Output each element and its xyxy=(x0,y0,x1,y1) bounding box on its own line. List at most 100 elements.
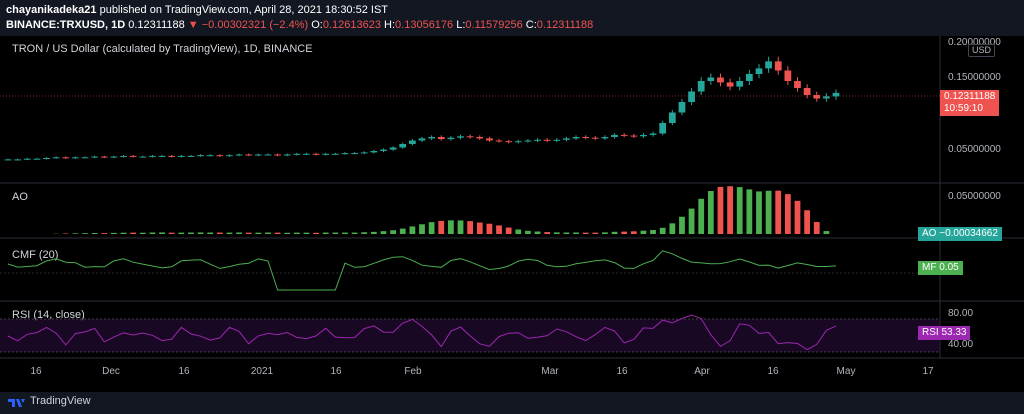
candle-body xyxy=(582,137,590,138)
ao-bar xyxy=(486,223,493,234)
high-value: 0.13056176 xyxy=(395,19,454,31)
ao-tag-value: −0.00034662 xyxy=(939,228,998,239)
ao-bar xyxy=(534,231,541,234)
candle-body xyxy=(254,154,262,156)
candle-body xyxy=(688,91,695,102)
ao-bar xyxy=(274,232,281,234)
ao-bar xyxy=(496,225,502,234)
ao-bar xyxy=(669,223,676,234)
time-axis[interactable]: 16 Dec 16 2021 16 Feb Mar 16 Apr 16 May 17 xyxy=(30,366,934,377)
candle-body xyxy=(331,153,339,155)
main-y-tick-1: 0.15000000 xyxy=(948,72,1001,83)
ao-bar xyxy=(322,232,329,234)
ao-bar xyxy=(72,233,79,234)
cmf-tag-value: 0.05 xyxy=(939,262,959,273)
time-axis-label: 16 xyxy=(616,366,628,377)
candle-body xyxy=(630,135,638,137)
author-name[interactable]: chayanikadeka21 xyxy=(6,4,97,16)
ao-bar xyxy=(447,220,454,234)
rsi-tag: RSI 53.33 xyxy=(918,326,971,340)
ao-bar xyxy=(149,232,156,234)
ao-bar xyxy=(630,231,637,234)
footer-brand-text: TradingView xyxy=(30,395,91,407)
candle-body xyxy=(283,154,291,156)
candle-body xyxy=(514,141,522,143)
ao-bar xyxy=(707,191,714,234)
price-tag-value: 0.12311188 xyxy=(944,91,996,102)
ao-bar xyxy=(342,232,348,234)
candle-body xyxy=(129,155,137,157)
ao-bar xyxy=(255,232,262,234)
ao-bar xyxy=(293,232,300,234)
ao-bar xyxy=(505,227,512,234)
ao-bar xyxy=(775,190,782,234)
price-tag: 0.12311188 10:59:10 xyxy=(940,90,1000,116)
candle-body xyxy=(409,140,416,144)
ao-bar xyxy=(236,232,242,234)
candle-body xyxy=(52,157,60,159)
ao-y-tick: 0.05000000 xyxy=(948,191,1001,202)
publish-line: chayanikadeka21 published on TradingView… xyxy=(6,3,1018,18)
ao-bar xyxy=(419,224,425,234)
candle-body xyxy=(418,138,426,141)
ao-bar xyxy=(197,232,204,234)
candle-body xyxy=(303,153,310,155)
candle-body xyxy=(534,139,541,141)
candle-body xyxy=(360,152,368,154)
candle-body xyxy=(312,153,320,155)
ao-bar xyxy=(563,232,570,234)
chart-area[interactable]: TRON / US Dollar (calculated by TradingV… xyxy=(0,36,1024,392)
ao-bar xyxy=(813,222,820,234)
currency-button[interactable]: USD xyxy=(968,44,996,57)
ao-bar xyxy=(823,231,830,234)
close-value: 0.12311188 xyxy=(536,19,594,31)
candle-body xyxy=(187,155,195,157)
published-text: published on TradingView.com, April 28, … xyxy=(99,4,389,16)
candle-body xyxy=(466,136,474,138)
last-price: 0.12311188 xyxy=(128,19,185,31)
candle-body xyxy=(717,77,724,83)
ao-histogram xyxy=(53,186,830,234)
ao-bar xyxy=(717,186,724,234)
ao-bar xyxy=(804,210,811,234)
candle-body xyxy=(149,155,156,157)
ao-bar xyxy=(216,232,223,234)
candle-body xyxy=(495,140,503,142)
candle-body xyxy=(611,134,618,137)
time-axis-label: May xyxy=(837,366,856,377)
footer: TradingView xyxy=(0,392,1024,414)
ao-bar xyxy=(120,232,127,234)
time-axis-label: Mar xyxy=(541,366,559,377)
ao-bar xyxy=(303,232,310,234)
high-label: H: xyxy=(384,19,396,31)
ao-bar xyxy=(659,227,666,234)
ao-bar xyxy=(91,233,98,234)
ao-bar xyxy=(736,187,743,234)
candle-body xyxy=(755,68,763,74)
ao-bar xyxy=(640,230,647,234)
candle-body xyxy=(235,154,243,156)
candle-body xyxy=(62,157,70,159)
tradingview-brand[interactable]: TradingView xyxy=(8,395,91,407)
candle-body xyxy=(43,158,50,159)
candle-body xyxy=(370,151,378,153)
candle-body xyxy=(697,81,705,92)
candle-body xyxy=(428,137,435,139)
chart-svg[interactable]: TRON / US Dollar (calculated by TradingV… xyxy=(0,36,1024,392)
ao-bar xyxy=(332,232,339,234)
candle-body xyxy=(245,154,253,156)
time-axis-label: 16 xyxy=(767,366,779,377)
low-value: 0.11579256 xyxy=(465,19,523,31)
candle-body xyxy=(476,137,484,139)
candle-body xyxy=(457,136,464,138)
candle-body xyxy=(216,155,224,157)
candle-body xyxy=(678,102,686,113)
rsi-tag-value: 53.33 xyxy=(941,327,967,338)
candle-body xyxy=(351,153,358,155)
main-y-tick-0: 0.20000000 xyxy=(948,37,1001,48)
rsi-title: RSI (14, close) xyxy=(12,309,85,321)
ao-bar xyxy=(611,231,618,234)
rsi-line xyxy=(7,314,837,351)
ao-tag-name: AO xyxy=(922,228,937,239)
close-label: C: xyxy=(525,19,537,31)
